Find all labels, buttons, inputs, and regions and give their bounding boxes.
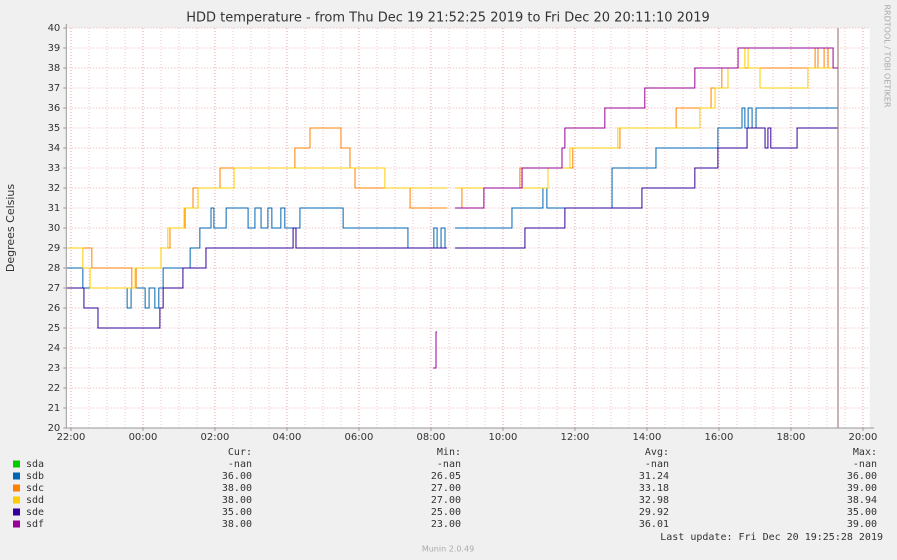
x-tick-label: 12:00	[561, 432, 590, 443]
stat-value: 33.18	[639, 483, 669, 494]
legend-label: sda	[26, 459, 44, 470]
x-tick-label: 08:00	[417, 432, 446, 443]
y-tick-label: 20	[48, 423, 61, 434]
legend-label: sdd	[26, 495, 44, 506]
stat-value: 36.00	[222, 471, 252, 482]
lines	[67, 47, 839, 369]
legend-label: sdb	[26, 471, 44, 482]
y-tick-label: 33	[48, 163, 61, 174]
legend-swatch	[13, 472, 20, 480]
grid: 20 21 22 23 24 25 26 27 28 29 30 31 32 33 34 35 36 37 38 39…	[48, 23, 878, 443]
y-axis-label: Degrees Celsius	[4, 184, 17, 273]
y-tick-label: 34	[48, 143, 61, 154]
legend-swatch	[13, 496, 20, 504]
stat-value: 38.00	[222, 519, 252, 530]
stat-header: Min:	[437, 447, 461, 458]
legend-swatch	[13, 508, 20, 516]
stat-value: 38.00	[222, 495, 252, 506]
y-tick-label: 26	[48, 303, 61, 314]
y-tick-label: 23	[48, 363, 61, 374]
y-tick-label: 38	[48, 63, 61, 74]
y-tick-label: 28	[48, 263, 61, 274]
legend-label: sdc	[26, 483, 44, 494]
stat-header: Cur:	[228, 447, 252, 458]
x-tick-label: 02:00	[201, 432, 230, 443]
legend-swatch	[13, 520, 20, 528]
stat-value: 39.00	[847, 483, 877, 494]
stat-value: 32.98	[639, 495, 669, 506]
stat-value: -nan	[228, 459, 252, 470]
stat-value: 39.00	[847, 519, 877, 530]
y-tick-label: 37	[48, 83, 61, 94]
credit: Munin 2.0.49	[422, 545, 474, 554]
y-tick-label: 30	[48, 223, 61, 234]
series-line	[67, 107, 839, 309]
series-line	[67, 47, 839, 289]
y-tick-label: 35	[48, 123, 61, 134]
legend-label: sdf	[26, 519, 44, 530]
y-tick-label: 40	[48, 23, 61, 34]
watermark: RRDTOOL / TOBI OETIKER	[883, 4, 892, 107]
x-tick-label: 04:00	[273, 432, 302, 443]
stat-header: Avg:	[645, 447, 669, 458]
y-tick-label: 21	[48, 403, 61, 414]
y-tick-label: 36	[48, 103, 61, 114]
stat-value: 36.01	[639, 519, 669, 530]
legend-swatch	[13, 460, 20, 468]
stat-value: 35.00	[847, 507, 877, 518]
legend-label: sde	[26, 507, 44, 518]
stat-header: Max:	[853, 447, 877, 458]
y-tick-label: 39	[48, 43, 61, 54]
stat-value: 35.00	[222, 507, 252, 518]
series-line	[67, 127, 839, 329]
y-tick-label: 22	[48, 383, 61, 394]
x-tick-label: 22:00	[57, 432, 86, 443]
x-tick-label: 18:00	[777, 432, 806, 443]
stat-value: 29.92	[639, 507, 669, 518]
chart-title: HDD temperature - from Thu Dec 19 21:52:…	[186, 11, 710, 26]
series-line	[433, 47, 839, 369]
y-tick-label: 32	[48, 183, 61, 194]
legend-swatch	[13, 484, 20, 492]
y-tick-label: 29	[48, 243, 61, 254]
stat-value: 38.00	[222, 483, 252, 494]
x-tick-label: 20:00	[849, 432, 878, 443]
stat-value: -nan	[645, 459, 669, 470]
x-tick-label: 00:00	[129, 432, 158, 443]
stat-value: 31.24	[639, 471, 669, 482]
stat-value: 26.05	[431, 471, 461, 482]
last-update: Last update: Fri Dec 20 19:25:28 2019	[660, 532, 883, 543]
stat-value: -nan	[437, 459, 461, 470]
stat-value: 25.00	[431, 507, 461, 518]
stat-value: -nan	[853, 459, 877, 470]
stat-value: 27.00	[431, 483, 461, 494]
stat-value: 38.94	[847, 495, 877, 506]
stat-value: 27.00	[431, 495, 461, 506]
x-tick-label: 06:00	[345, 432, 374, 443]
legend: Cur: Min: Avg: Max: sda -nan -nan -nan -nan sdb 36…	[13, 447, 877, 530]
x-tick-label: 16:00	[705, 432, 734, 443]
x-tick-label: 10:00	[489, 432, 518, 443]
stat-value: 23.00	[431, 519, 461, 530]
y-tick-label: 27	[48, 283, 61, 294]
x-tick-label: 14:00	[633, 432, 662, 443]
y-tick-label: 25	[48, 323, 61, 334]
y-tick-label: 31	[48, 203, 61, 214]
y-tick-label: 24	[48, 343, 61, 354]
stat-value: 36.00	[847, 471, 877, 482]
